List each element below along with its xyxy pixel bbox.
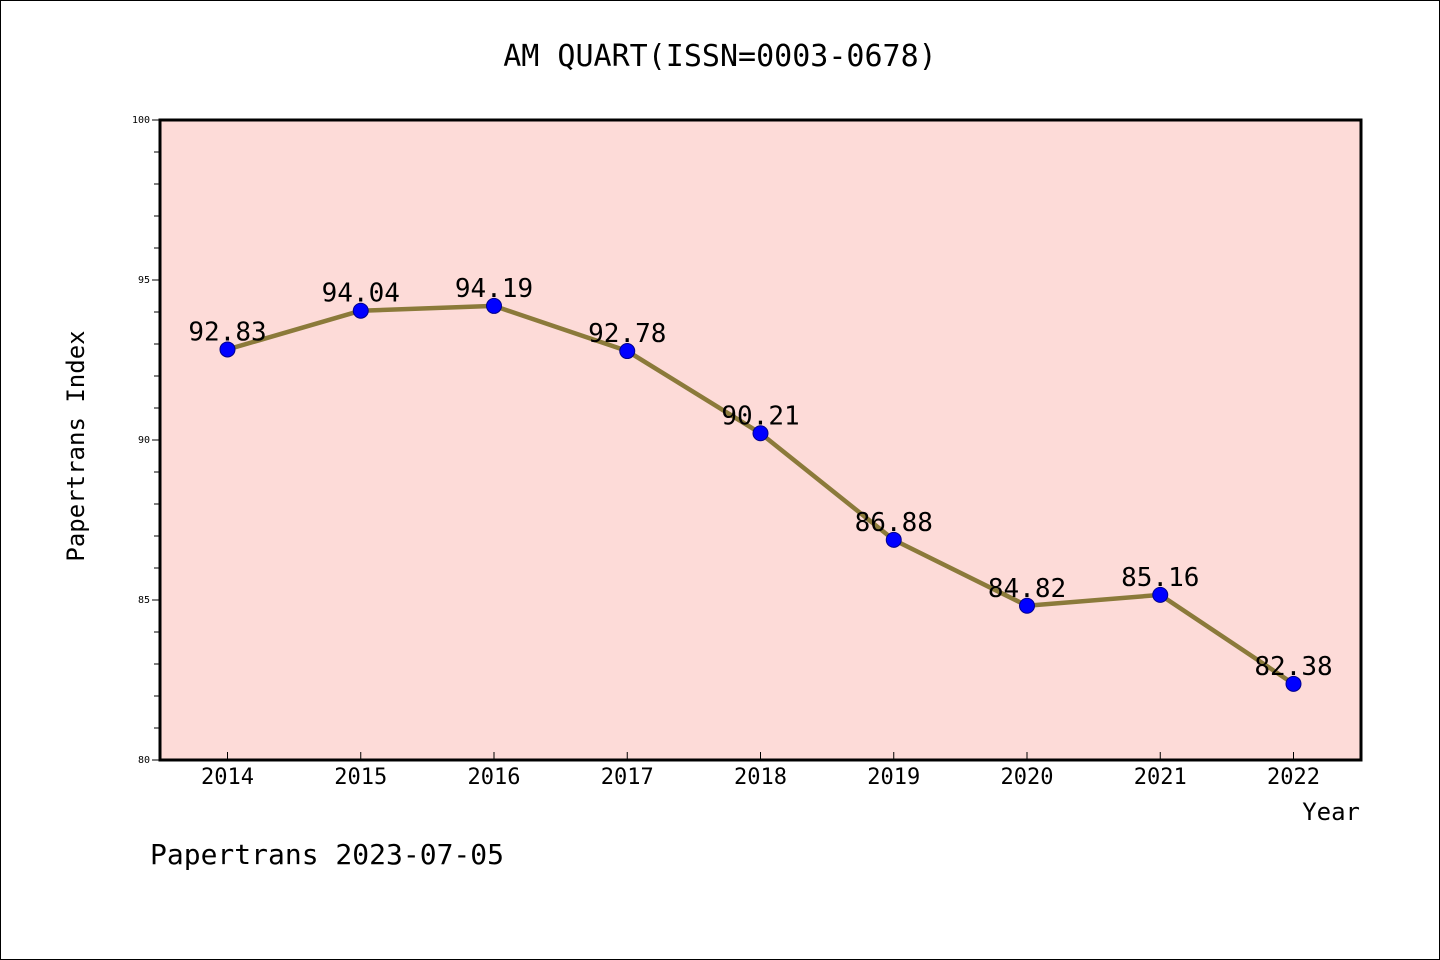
y-axis-title: Papertrans Index — [62, 330, 90, 561]
data-point — [1019, 597, 1035, 614]
data-label: 82.38 — [1254, 652, 1332, 682]
series-group: 92.83 94.04 94.19 92.78 90.21 86.88 84.82 85.16… — [188, 274, 1333, 692]
data-label: 94.04 — [322, 279, 400, 309]
data-point — [352, 302, 369, 319]
x-tick-label: 2018 — [734, 765, 787, 790]
x-tick-label: 2017 — [601, 765, 654, 790]
data-point — [885, 531, 902, 548]
data-point — [619, 343, 636, 360]
data-point — [752, 425, 769, 442]
y-axis-ticks: 80 85 90 95 100 — [132, 115, 160, 766]
data-point — [1152, 586, 1169, 603]
y-tick-label: 95 — [138, 275, 150, 286]
data-label: 92.83 — [188, 317, 266, 347]
data-point — [1285, 675, 1302, 692]
y-tick-label: 100 — [132, 115, 150, 126]
x-tick-label: 2020 — [1001, 765, 1054, 790]
y-tick-label: 80 — [138, 755, 150, 766]
y-tick-label: 90 — [138, 435, 150, 446]
data-label: 90.21 — [721, 401, 799, 431]
data-point — [486, 297, 502, 314]
data-point — [219, 341, 236, 358]
x-axis-ticks: 2014 2015 2016 2017 2018 2019 2020 2021 2022 — [201, 752, 1320, 790]
data-label: 92.78 — [588, 319, 666, 349]
data-label: 86.88 — [855, 508, 933, 538]
x-axis-title: Year — [1302, 798, 1360, 826]
x-tick-label: 2014 — [201, 765, 254, 790]
data-label: 94.19 — [455, 274, 533, 304]
data-label: 85.16 — [1121, 563, 1199, 593]
x-tick-label: 2021 — [1134, 765, 1187, 790]
x-tick-label: 2015 — [334, 765, 387, 790]
x-tick-label: 2022 — [1267, 765, 1320, 790]
x-tick-label: 2019 — [867, 765, 920, 790]
x-tick-label: 2016 — [468, 765, 521, 790]
chart-title: AM QUART(ISSN=0003-0678) — [503, 39, 936, 74]
y-tick-label: 85 — [138, 595, 150, 606]
data-label: 84.82 — [988, 574, 1066, 604]
footer-note: Papertrans 2023-07-05 — [150, 838, 504, 871]
